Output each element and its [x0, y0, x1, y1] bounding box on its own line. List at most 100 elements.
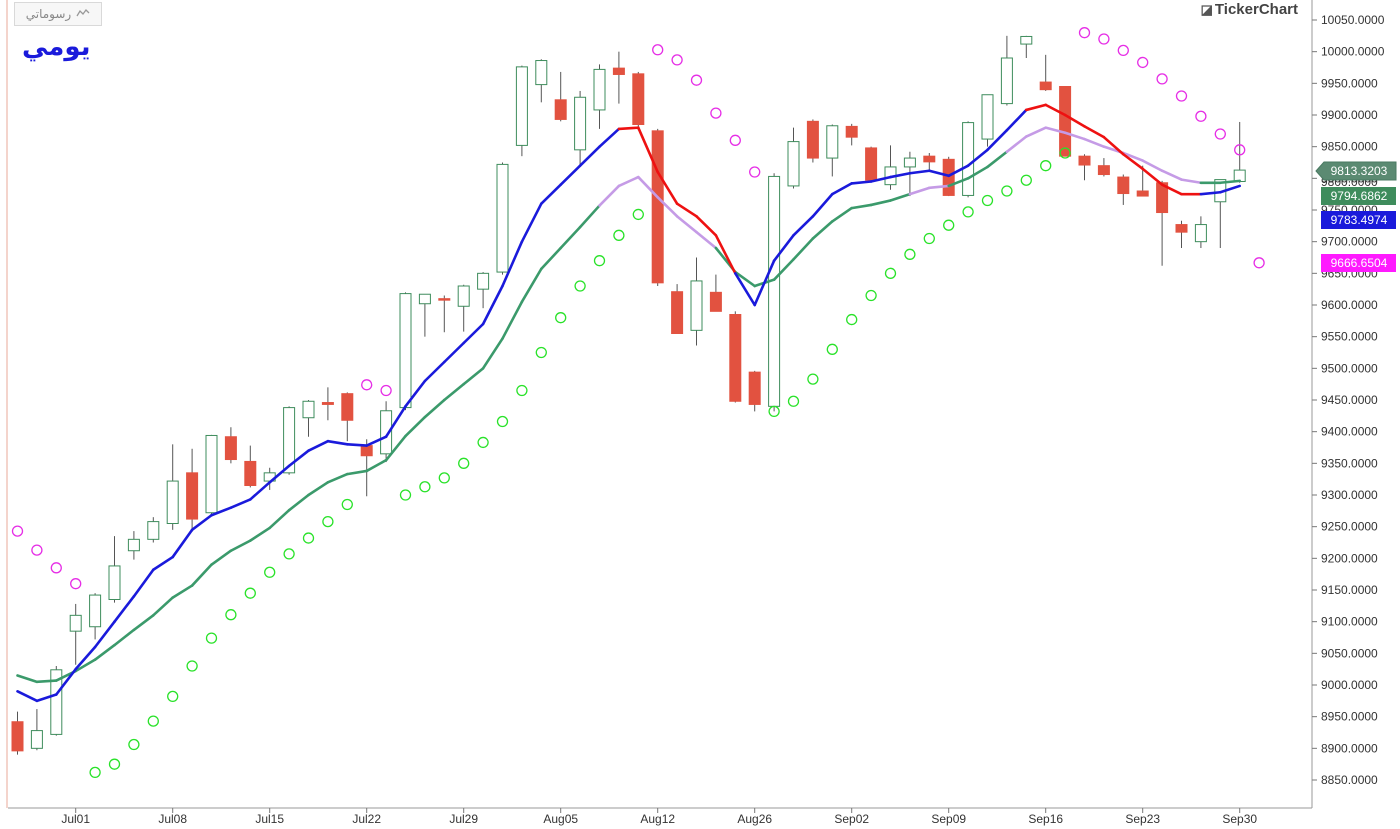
ma-slow-segment: [850, 203, 873, 210]
x-tick-label: Jul15: [255, 812, 284, 826]
ma-fast-segment: [93, 620, 116, 649]
ma-fast-segment: [54, 667, 77, 696]
ma-slow-segment: [1083, 137, 1106, 148]
ma-slow-segment: [617, 175, 640, 188]
candle-down: [341, 392, 354, 442]
candle-up: [477, 272, 490, 309]
ma-slow-segment: [442, 382, 466, 402]
sar-dot-below: [186, 660, 198, 672]
ma-slow-segment: [16, 674, 39, 684]
ma-slow-segment: [869, 199, 892, 207]
candle-body: [574, 96, 587, 151]
brand-name: TickerChart: [1214, 1, 1298, 18]
price-tag-close: 9813.3203: [1315, 161, 1397, 181]
ma-slow-segment: [93, 643, 116, 661]
sar-dot-below: [846, 313, 858, 326]
candle-body: [865, 147, 878, 181]
ma-slow-segment: [908, 186, 931, 196]
y-tick-label: 9200.0000: [1321, 551, 1378, 565]
sar-dot-below: [1059, 147, 1071, 159]
ma-fast-segment: [598, 127, 621, 148]
y-tick-label: 8950.0000: [1321, 710, 1378, 724]
ma-fast-segment: [249, 481, 272, 501]
y-tick-label: 10050.0000: [1321, 13, 1385, 27]
sar-dot-above: [729, 134, 741, 146]
ma-fast-segment: [501, 240, 524, 288]
ma-slow-segment: [656, 196, 679, 218]
candle-up: [108, 536, 121, 603]
sar-dot-below: [535, 346, 547, 359]
ma-slow-segment: [598, 184, 621, 207]
y-tick-label: 9950.0000: [1321, 76, 1378, 90]
candle-up: [399, 292, 412, 411]
candle-down: [651, 128, 664, 286]
ma-slow-segment: [520, 267, 543, 304]
candle-body: [593, 68, 606, 111]
candle-down: [1117, 174, 1130, 205]
candle-body: [399, 293, 412, 409]
ma-slow-segment: [307, 481, 330, 497]
price-tag-label: 9794.6862: [1331, 189, 1388, 203]
ma-fast-segment: [481, 284, 504, 326]
candle-body: [748, 371, 761, 405]
x-tick-label: Sep02: [834, 812, 869, 826]
candle-down: [612, 51, 625, 104]
ma-fast-segment: [636, 126, 660, 174]
price-tag-bg: [1315, 161, 1397, 181]
y-tick-label: 9450.0000: [1321, 393, 1378, 407]
candle-up: [69, 603, 82, 665]
ma-fast-segment: [404, 379, 427, 408]
ma-slow-segment: [636, 175, 660, 199]
ma-slow-segment: [287, 493, 310, 512]
candle-up: [515, 65, 528, 157]
sar-dot-below: [89, 766, 101, 779]
candle-body: [962, 122, 975, 196]
ma-slow-segment: [986, 150, 1009, 169]
candle-body: [380, 410, 393, 455]
sar-dot-below: [923, 232, 935, 245]
ma-slow-segment: [345, 469, 369, 476]
sar-dot-below: [322, 515, 334, 528]
y-tick-label: 8850.0000: [1321, 773, 1378, 787]
candle-up: [283, 406, 296, 475]
ma-fast-segment: [1063, 113, 1086, 128]
zigzag-line-icon: [76, 7, 90, 21]
ma-slow-segment: [1044, 126, 1067, 135]
sar-dot-below: [167, 690, 179, 703]
sar-dot-above: [361, 379, 373, 391]
sar-dot-below: [458, 457, 470, 469]
ma-fast-segment: [307, 439, 330, 452]
y-tick-label: 9550.0000: [1321, 330, 1378, 344]
ma-fast-segment: [365, 435, 388, 447]
candle-body: [89, 594, 102, 628]
candle-up: [535, 59, 548, 103]
candle-down: [1156, 180, 1169, 266]
candle-body: [186, 472, 199, 520]
sar-dot-below: [438, 472, 450, 484]
drawings-label: رسوماتي: [25, 7, 72, 21]
x-tick-label: Jul29: [449, 812, 478, 826]
sar-dot-below: [225, 609, 237, 621]
candle-body: [806, 120, 819, 159]
candle-body: [845, 125, 858, 138]
candle-body: [1194, 224, 1207, 243]
ma-slow-segment: [229, 539, 252, 553]
candle-body: [147, 521, 160, 540]
price-tag-bg: [1321, 187, 1396, 205]
candle-body: [612, 67, 625, 75]
ma-fast-segment: [1005, 108, 1028, 132]
ma-fast-segment: [287, 449, 310, 468]
ma-slow-segment: [927, 184, 951, 190]
ma-fast-segment: [171, 528, 194, 559]
ma-slow-segment: [733, 270, 757, 288]
ma-slow-segment: [365, 458, 388, 473]
ma-fast-segment: [617, 126, 640, 131]
candle-body: [729, 314, 742, 402]
brand-logo: ◪ TickerChart: [1201, 1, 1298, 18]
ma-fast-segment: [869, 175, 892, 183]
ma-fast-segment: [792, 215, 815, 237]
candle-body: [496, 163, 509, 273]
candle-down: [1097, 158, 1110, 177]
my-drawings-button[interactable]: رسوماتي: [14, 2, 102, 26]
